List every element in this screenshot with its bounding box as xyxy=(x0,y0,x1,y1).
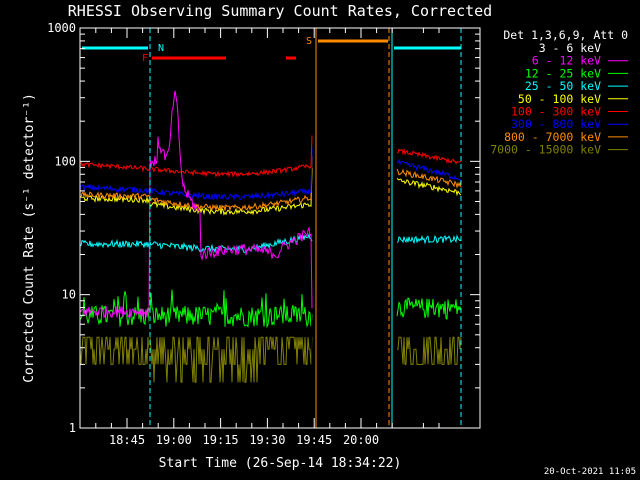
series-7000-15000-kev xyxy=(80,336,462,383)
legend-label: 6 - 12 keV xyxy=(532,54,601,68)
series-6-12-kev xyxy=(80,90,313,319)
legend-label: 3 - 6 keV xyxy=(539,41,601,55)
y-tick-label: 10 xyxy=(62,288,76,302)
legend-label: 800 - 7000 keV xyxy=(504,130,601,144)
annotation-f: F xyxy=(142,53,148,64)
legend-title: Det 1,3,6,9, Att 0 xyxy=(503,28,628,42)
y-tick-label: 1000 xyxy=(47,21,76,35)
y-tick-label: 100 xyxy=(54,154,76,168)
x-tick-label: 18:45 xyxy=(109,433,145,447)
legend-label: 300 - 800 keV xyxy=(511,117,601,131)
plot-frame xyxy=(79,27,481,429)
chart-title: RHESSI Observing Summary Count Rates, Co… xyxy=(68,2,492,20)
legend-label: 100 - 300 keV xyxy=(511,105,601,119)
x-tick-label: 19:15 xyxy=(203,433,239,447)
series-100-300-kev xyxy=(80,135,462,178)
footer-timestamp: 20-Oct-2021 11:05 xyxy=(544,467,636,477)
y-tick-label: 1 xyxy=(69,421,76,435)
legend-label: 25 - 50 keV xyxy=(525,79,601,93)
x-tick-label: 19:45 xyxy=(296,433,332,447)
legend-label: 12 - 25 keV xyxy=(525,66,601,80)
series-50-100-kev xyxy=(80,168,462,216)
series-300-800-kev xyxy=(80,147,462,201)
x-tick-label: 19:30 xyxy=(249,433,285,447)
x-axis-label: Start Time (26-Sep-14 18:34:22) xyxy=(159,456,402,471)
annotation-s: S xyxy=(306,36,312,47)
x-tick-label: 20:00 xyxy=(343,433,379,447)
series-800-7000-kev xyxy=(80,155,462,212)
x-tick-label: 19:00 xyxy=(156,433,192,447)
annotation-n: N xyxy=(158,43,164,54)
legend-label: 50 - 100 keV xyxy=(518,92,601,106)
y-axis-label: Corrected Count Rate (s⁻¹ detector⁻¹) xyxy=(22,93,37,383)
legend-label: 7000 - 15000 keV xyxy=(490,143,601,157)
series-3-6-kev xyxy=(80,107,462,428)
